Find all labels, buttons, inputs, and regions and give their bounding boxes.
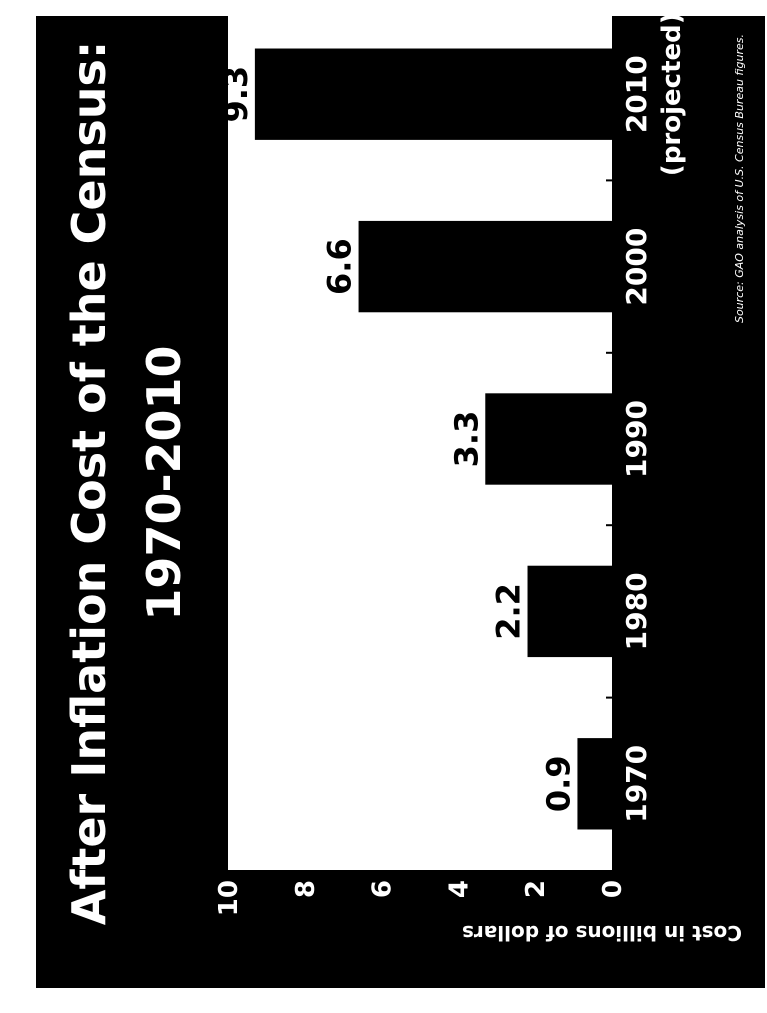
bar-1990 [485, 393, 612, 485]
data-label: 6.6 [321, 238, 359, 295]
y-tick-label: 10 [214, 880, 244, 916]
source-note: Source: GAO analysis of U.S. Census Bure… [733, 34, 746, 323]
x-category-label: 2000 [620, 228, 653, 306]
chart-title: After Inflation Cost of the Census: [62, 41, 116, 926]
bar-2010 [254, 48, 612, 140]
y-tick-label: 4 [444, 880, 474, 898]
data-label: 3.3 [447, 411, 485, 468]
y-tick-label: 6 [368, 880, 398, 898]
x-category-sublabel: (projected) [657, 12, 687, 176]
bar-2000 [358, 220, 612, 313]
y-tick-label: 2 [521, 880, 551, 898]
y-axis-label: Cost in billions of dollars [462, 921, 742, 945]
chart-subtitle: 1970-2010 [137, 345, 191, 620]
y-tick-label: 0 [598, 880, 628, 898]
x-category-label: 1970 [620, 745, 653, 823]
x-category-label: 1980 [620, 572, 653, 650]
data-label: 0.9 [539, 755, 577, 812]
x-category-label: 2010 [620, 55, 653, 133]
data-label: 9.3 [217, 66, 255, 123]
bar-1980 [527, 565, 613, 658]
bar-1970 [577, 738, 613, 830]
data-label: 2.2 [490, 583, 528, 640]
x-category-label: 1990 [620, 400, 653, 478]
y-tick-label: 8 [291, 880, 321, 898]
